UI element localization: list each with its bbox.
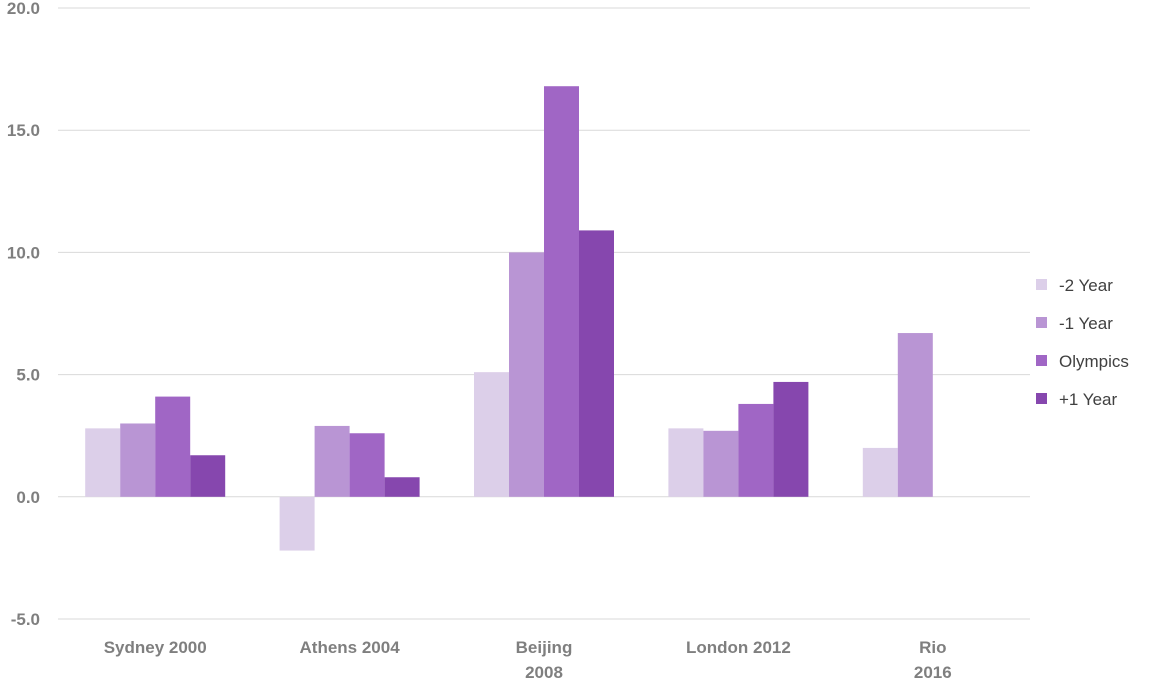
- bar--1-year-2: [509, 252, 544, 497]
- bar--2-year-2: [474, 372, 509, 497]
- bar--1-year-0: [120, 423, 156, 497]
- legend-swatch: [1036, 355, 1047, 366]
- y-tick-label: -5.0: [11, 610, 40, 629]
- x-category-label: Beijing: [516, 638, 573, 657]
- bar--1-year-3: [773, 381, 809, 497]
- x-category-label: Athens 2004: [300, 638, 401, 657]
- bar--2-year-4: [862, 447, 898, 497]
- legend-swatch: [1036, 279, 1047, 290]
- legend-label: -2 Year: [1059, 276, 1113, 295]
- x-category-label: London 2012: [686, 638, 791, 657]
- y-tick-label: 5.0: [16, 366, 40, 385]
- x-category-label: 2008: [525, 663, 563, 678]
- bar-olympics-2: [544, 86, 579, 497]
- x-category-label: Rio: [919, 638, 946, 657]
- bar--1-year-1: [314, 425, 350, 497]
- bar-olympics-1: [349, 433, 385, 497]
- bar--1-year-0: [190, 455, 226, 497]
- bar--1-year-4: [897, 333, 933, 497]
- legend-label: -1 Year: [1059, 314, 1113, 333]
- bar--2-year-3: [668, 428, 704, 497]
- legend-label: Olympics: [1059, 352, 1129, 371]
- bar-olympics-0: [155, 396, 191, 497]
- bar--2-year-1: [279, 496, 315, 551]
- bar--1-year-1: [384, 477, 420, 497]
- legend-swatch: [1036, 393, 1047, 404]
- y-tick-label: 20.0: [7, 0, 40, 18]
- legend-label: +1 Year: [1059, 390, 1117, 409]
- y-tick-label: 15.0: [7, 121, 40, 140]
- x-category-label: 2016: [914, 663, 952, 678]
- bar-olympics-3: [738, 403, 774, 497]
- bar--1-year-3: [703, 430, 739, 497]
- y-tick-label: 10.0: [7, 243, 40, 262]
- y-tick-label: 0.0: [16, 488, 40, 507]
- x-category-label: Sydney 2000: [104, 638, 207, 657]
- bar--1-year-2: [579, 230, 614, 497]
- bar--2-year-0: [85, 428, 121, 497]
- legend-swatch: [1036, 317, 1047, 328]
